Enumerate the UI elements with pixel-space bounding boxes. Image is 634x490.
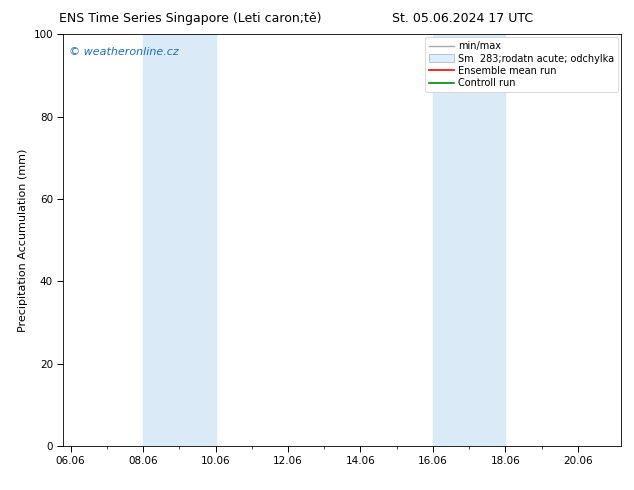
Legend: min/max, Sm  283;rodatn acute; odchylka, Ensemble mean run, Controll run: min/max, Sm 283;rodatn acute; odchylka, …: [425, 37, 618, 92]
Text: © weatheronline.cz: © weatheronline.cz: [69, 47, 179, 57]
Y-axis label: Precipitation Accumulation (mm): Precipitation Accumulation (mm): [18, 148, 28, 332]
Bar: [143, 34, 216, 446]
Text: ENS Time Series Singapore (Leti caron;tě): ENS Time Series Singapore (Leti caron;tě…: [59, 12, 321, 25]
Text: St. 05.06.2024 17 UTC: St. 05.06.2024 17 UTC: [392, 12, 533, 25]
Bar: [433, 34, 505, 446]
